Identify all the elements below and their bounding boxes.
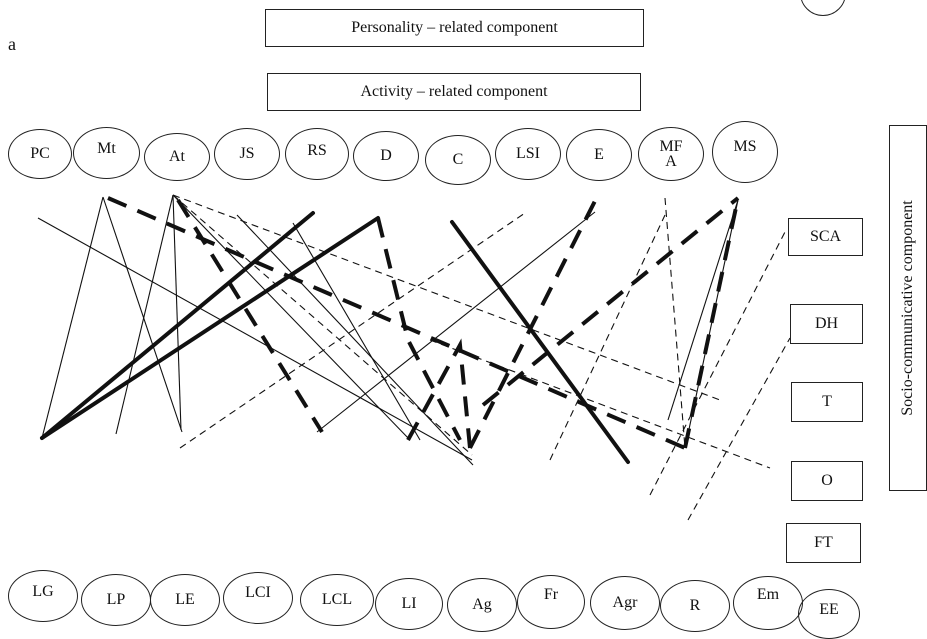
socio-communicative-label: Socio-communicative component <box>899 200 916 416</box>
node-js: JS <box>214 128 280 180</box>
node-r: R <box>660 580 730 632</box>
node-ms: MS <box>712 121 778 183</box>
node-le: LE <box>150 574 220 626</box>
activity-component-box: Activity – related component <box>267 73 641 111</box>
node-ft: FT <box>786 523 861 563</box>
node-ee: EE <box>798 589 860 639</box>
node-sca: SCA <box>788 218 863 256</box>
node-lp: LP <box>81 574 151 626</box>
personality-component-box: Personality – related component <box>265 9 644 47</box>
node-t: T <box>791 382 863 422</box>
node-mfa: MF A <box>638 127 704 181</box>
node-e: E <box>566 129 632 181</box>
node-rs: RS <box>285 128 349 180</box>
node-li: LI <box>375 578 443 630</box>
socio-communicative-component-box: Socio-communicative component <box>889 125 927 491</box>
node-lsi: LSI <box>495 128 561 180</box>
node-ag: Ag <box>447 578 517 632</box>
node-lg: LG <box>8 570 78 622</box>
node-c: C <box>425 135 491 185</box>
node-mt: Mt <box>73 127 140 179</box>
node-agr: Agr <box>590 576 660 630</box>
node-o: O <box>791 461 863 501</box>
node-dh: DH <box>790 304 863 344</box>
top-right-partial-circle <box>800 0 846 16</box>
node-lci: LCI <box>223 572 293 624</box>
node-fr: Fr <box>517 575 585 629</box>
node-em: Em <box>733 576 803 630</box>
figure-label: a <box>8 34 16 54</box>
node-pc: PC <box>8 129 72 179</box>
node-at: At <box>144 133 210 181</box>
node-lcl: LCL <box>300 574 374 626</box>
node-d: D <box>353 131 419 181</box>
